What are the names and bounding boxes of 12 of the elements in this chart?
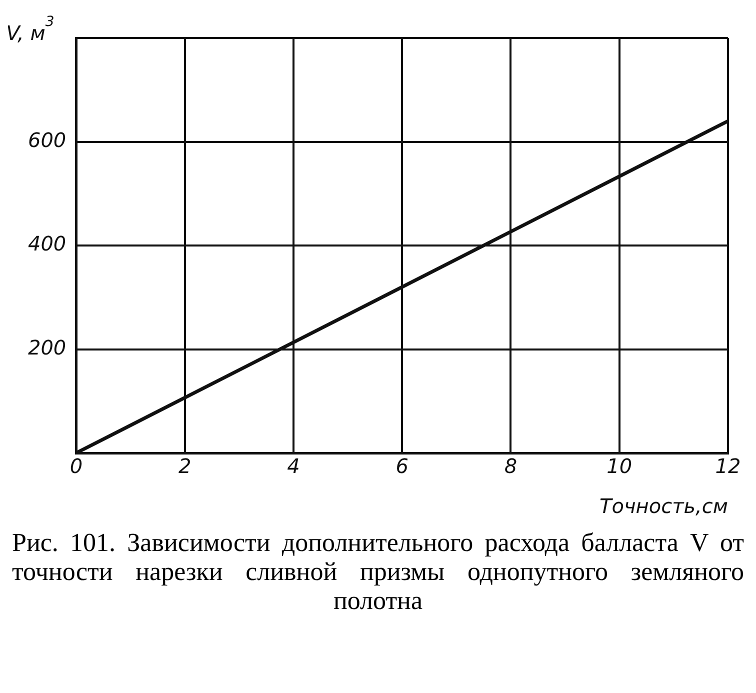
y-tick-label: 600 <box>28 128 66 152</box>
x-tick-label: 6 <box>396 454 408 478</box>
y-tick-label: 200 <box>28 335 66 360</box>
y-tick-label: 400 <box>28 232 66 256</box>
x-tick-label: 4 <box>287 454 300 478</box>
x-tick-label: 0 <box>70 454 83 478</box>
x-tick-label: 2 <box>178 454 192 478</box>
x-tick-label: 12 <box>715 454 741 478</box>
text: Рис. 101. Зависимости дополнительного расхода балласта V от точности нарезки сливной призмы однопутного земляного полотна <box>11 528 745 615</box>
x-tick-label: 10 <box>606 454 632 478</box>
x-tick-label: 8 <box>504 454 518 478</box>
x-axis-title: Точность,см <box>600 494 728 518</box>
